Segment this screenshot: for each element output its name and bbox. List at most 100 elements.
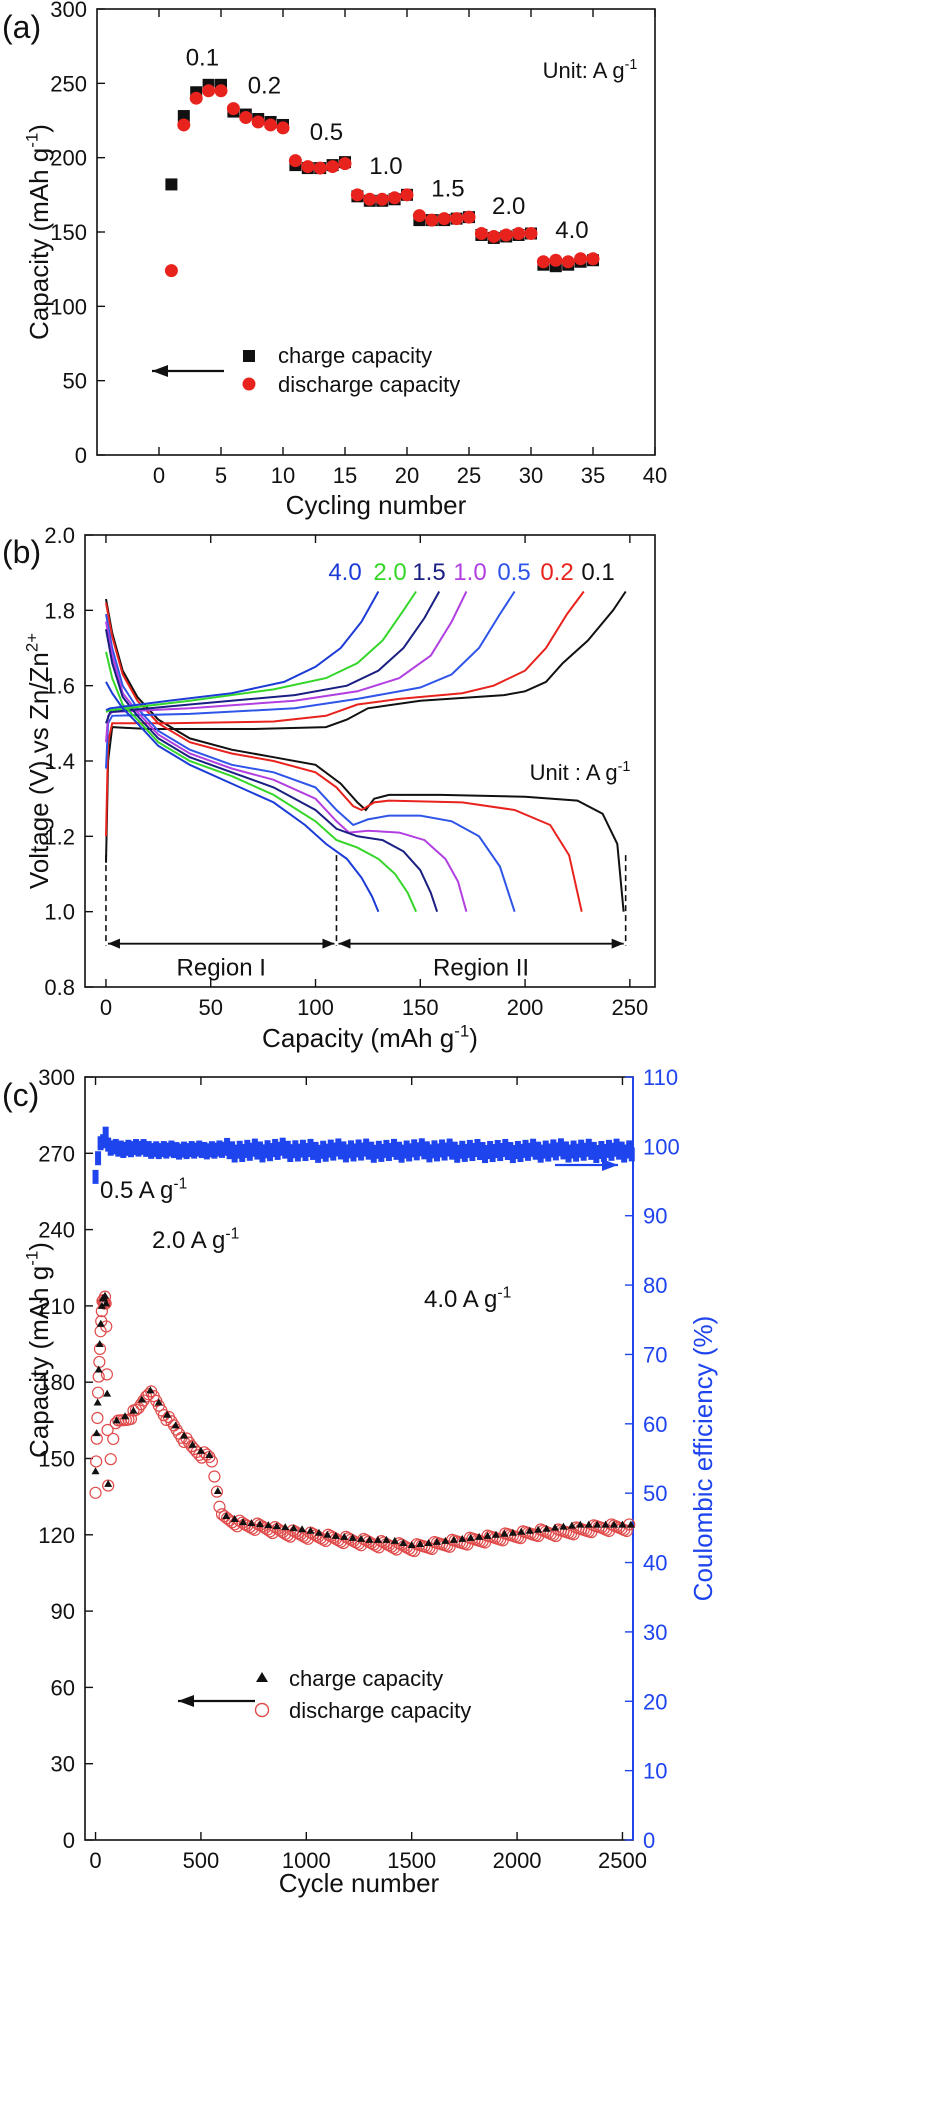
discharge-point-a (425, 213, 439, 227)
charge-point-c (196, 1446, 205, 1454)
charge-point-c (475, 1532, 484, 1540)
coulombic-point-c (459, 1140, 466, 1155)
coulombic-point-c (375, 1140, 382, 1155)
discharge-point-a (326, 160, 340, 174)
charge-curve-4.0 (105, 591, 380, 712)
charge-point-c (626, 1520, 635, 1528)
coulombic-point-c (626, 1140, 633, 1155)
legend-label-charge-a: charge capacity (278, 343, 432, 368)
discharge-point-a (586, 252, 600, 266)
charge-point-c (154, 1398, 163, 1406)
rate-label-a: 0.5 (310, 119, 343, 146)
y-axis-a-tick-label: 300 (50, 0, 87, 22)
x-axis-a-tick-label: 10 (271, 463, 295, 488)
charge-point-c (137, 1395, 146, 1403)
x-axis-c-tick-label: 1000 (282, 1848, 331, 1873)
discharge-curve-4.0 (105, 681, 380, 913)
discharge-point-a (313, 161, 327, 175)
discharge-point-a (561, 255, 575, 269)
charge-point-c (298, 1525, 307, 1533)
y-axis-b-tick-label: 1.0 (44, 900, 75, 925)
coulombic-point-c (514, 1140, 521, 1155)
y2-axis-c-tick-label: 20 (643, 1689, 667, 1714)
charge-point-c (618, 1520, 627, 1528)
charge-point-c (508, 1528, 517, 1536)
charge-point-c (112, 1416, 121, 1424)
discharge-point-a (264, 118, 278, 132)
y-axis-a-tick-label: 200 (50, 146, 87, 171)
charge-point-c (584, 1520, 593, 1528)
discharge-point-c (104, 1453, 117, 1466)
coulombic-point-c (479, 1142, 486, 1157)
y2-axis-c-tick-label: 90 (643, 1204, 667, 1229)
y-axis-b-tick-label: 2.0 (44, 523, 75, 548)
discharge-point-a (276, 121, 290, 135)
charge-point-c (331, 1531, 340, 1539)
discharge-point-a (363, 192, 377, 206)
y2-axis-c-tick-label: 60 (643, 1412, 667, 1437)
coulombic-point-c (487, 1141, 494, 1156)
y2-axis-c-tick-label: 50 (643, 1481, 667, 1506)
charge-point-c (441, 1536, 450, 1544)
legend-arrow-a-head (152, 365, 168, 377)
rate-label-a: 0.1 (186, 44, 219, 71)
legend-marker-discharge-a (242, 377, 256, 391)
coulombic-point-c (307, 1138, 314, 1153)
charge-point-c (432, 1537, 441, 1545)
charge-point-c (264, 1521, 273, 1529)
discharge-point-a (536, 255, 550, 269)
charge-point-c (348, 1533, 357, 1541)
rate-label-c: 0.5 A g-1 (100, 1175, 187, 1204)
coulombic-point-c (299, 1139, 306, 1154)
discharge-point-a (214, 84, 228, 98)
discharge-point-a (226, 102, 240, 116)
discharge-point-a (239, 111, 253, 125)
discharge-curve-0.1 (105, 598, 625, 912)
charge-point-c (458, 1534, 467, 1542)
y-axis-b-tick-label: 1.8 (44, 598, 75, 623)
coulombic-point-c (618, 1141, 625, 1156)
discharge-point-a (301, 160, 315, 174)
coulombic-point-c (95, 1151, 102, 1166)
discharge-point-a (177, 118, 191, 132)
x-axis-title-a: Cycling number (286, 490, 467, 520)
charge-point-c (373, 1535, 382, 1543)
y-axis-b-tick-label: 0.8 (44, 975, 75, 1000)
charge-point-c (340, 1532, 349, 1540)
discharge-point-a (412, 209, 426, 223)
x-axis-c-tick-label: 0 (89, 1848, 101, 1873)
y-axis-title-a: Capacity (mAh g-1) (23, 124, 54, 340)
coulombic-point-c (224, 1137, 231, 1152)
rate-label-a: 1.0 (369, 153, 402, 180)
charge-point-c (180, 1431, 189, 1439)
y2-axis-c-tick-label: 100 (643, 1134, 680, 1159)
region-arrow-head (611, 938, 624, 949)
x-axis-title-b: Capacity (mAh g-1) (262, 1022, 478, 1053)
charge-point-c (94, 1365, 103, 1373)
coulombic-point-c (292, 1140, 299, 1155)
y2-axis-c-tick-label: 70 (643, 1342, 667, 1367)
coulombic-point-c (474, 1138, 481, 1153)
coulombic-point-c (502, 1138, 509, 1153)
charge-point-c (163, 1410, 172, 1418)
discharge-point-c (100, 1368, 114, 1381)
curve-label-2.0: 2.0 (373, 559, 406, 586)
x-axis-a-tick-label: 0 (153, 463, 165, 488)
x-axis-b-tick-label: 150 (402, 995, 439, 1020)
y-axis-b-tick-label: 1.6 (44, 674, 75, 699)
charge-point-c (416, 1539, 425, 1547)
charge-point-c (534, 1525, 543, 1533)
discharge-point-c (213, 1500, 226, 1513)
charge-point-c (97, 1301, 106, 1309)
coulombic-point-c (423, 1141, 430, 1156)
discharge-point-c (90, 1455, 103, 1468)
x-axis-b-tick-label: 50 (198, 995, 222, 1020)
discharge-point-c (101, 1423, 114, 1437)
y-axis-c-tick-label: 300 (38, 1065, 75, 1090)
discharge-curve-0.2 (105, 602, 583, 912)
coulombic-point-c (550, 1139, 557, 1154)
x-axis-a-tick-label: 35 (581, 463, 605, 488)
discharge-point-a (487, 229, 501, 243)
coulombic-point-c (284, 1140, 291, 1155)
